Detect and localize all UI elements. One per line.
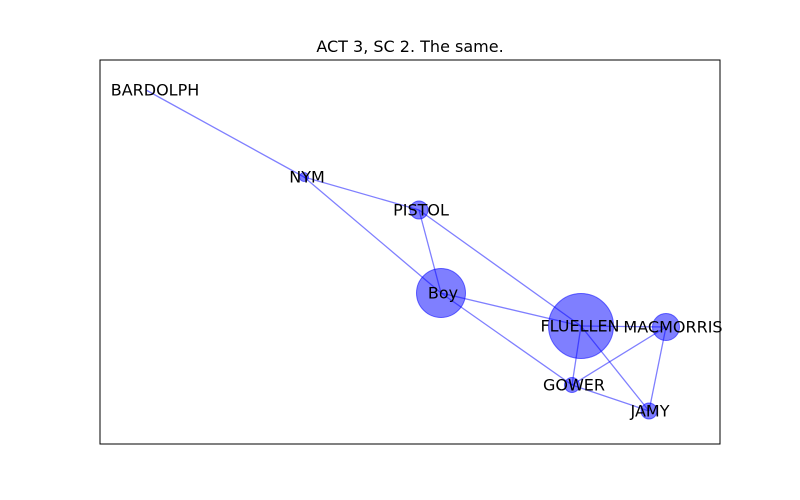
node-label-bardolph: BARDOLPH (111, 81, 200, 100)
edge-gower-jamy (571, 384, 650, 412)
node-label-boy: Boy (428, 284, 458, 303)
edge-boy-gower (440, 292, 573, 386)
node-label-macmorris: MACMORRIS (623, 318, 722, 337)
node-gower (564, 377, 580, 393)
edge-macmorris-jamy (648, 326, 667, 412)
chart-title: ACT 3, SC 2. The same. (316, 37, 503, 56)
node-label-fluellen: FLUELLEN (540, 317, 619, 336)
node-nym (299, 172, 309, 182)
edge-nym-pistol (303, 176, 420, 211)
nodes-layer (299, 172, 680, 420)
edge-macmorris-gower (571, 326, 667, 386)
node-label-nym: NYM (289, 168, 325, 187)
node-pistol (409, 200, 429, 220)
node-boy (416, 268, 466, 318)
node-fluellen (548, 293, 614, 359)
edge-nym-boy (303, 176, 442, 294)
node-jamy (640, 402, 658, 420)
node-label-jamy: JAMY (630, 402, 670, 421)
node-label-pistol: PISTOL (393, 201, 449, 220)
edge-pistol-fluellen (418, 209, 582, 327)
edge-bardolph-nym (145, 89, 305, 178)
node-macmorris (652, 313, 680, 341)
node-label-gower: GOWER (543, 376, 605, 395)
plot-frame (99, 59, 721, 445)
labels-layer: BARDOLPH NYM PISTOL Boy FLUELLEN MACMORRIS GOW… (111, 81, 723, 421)
